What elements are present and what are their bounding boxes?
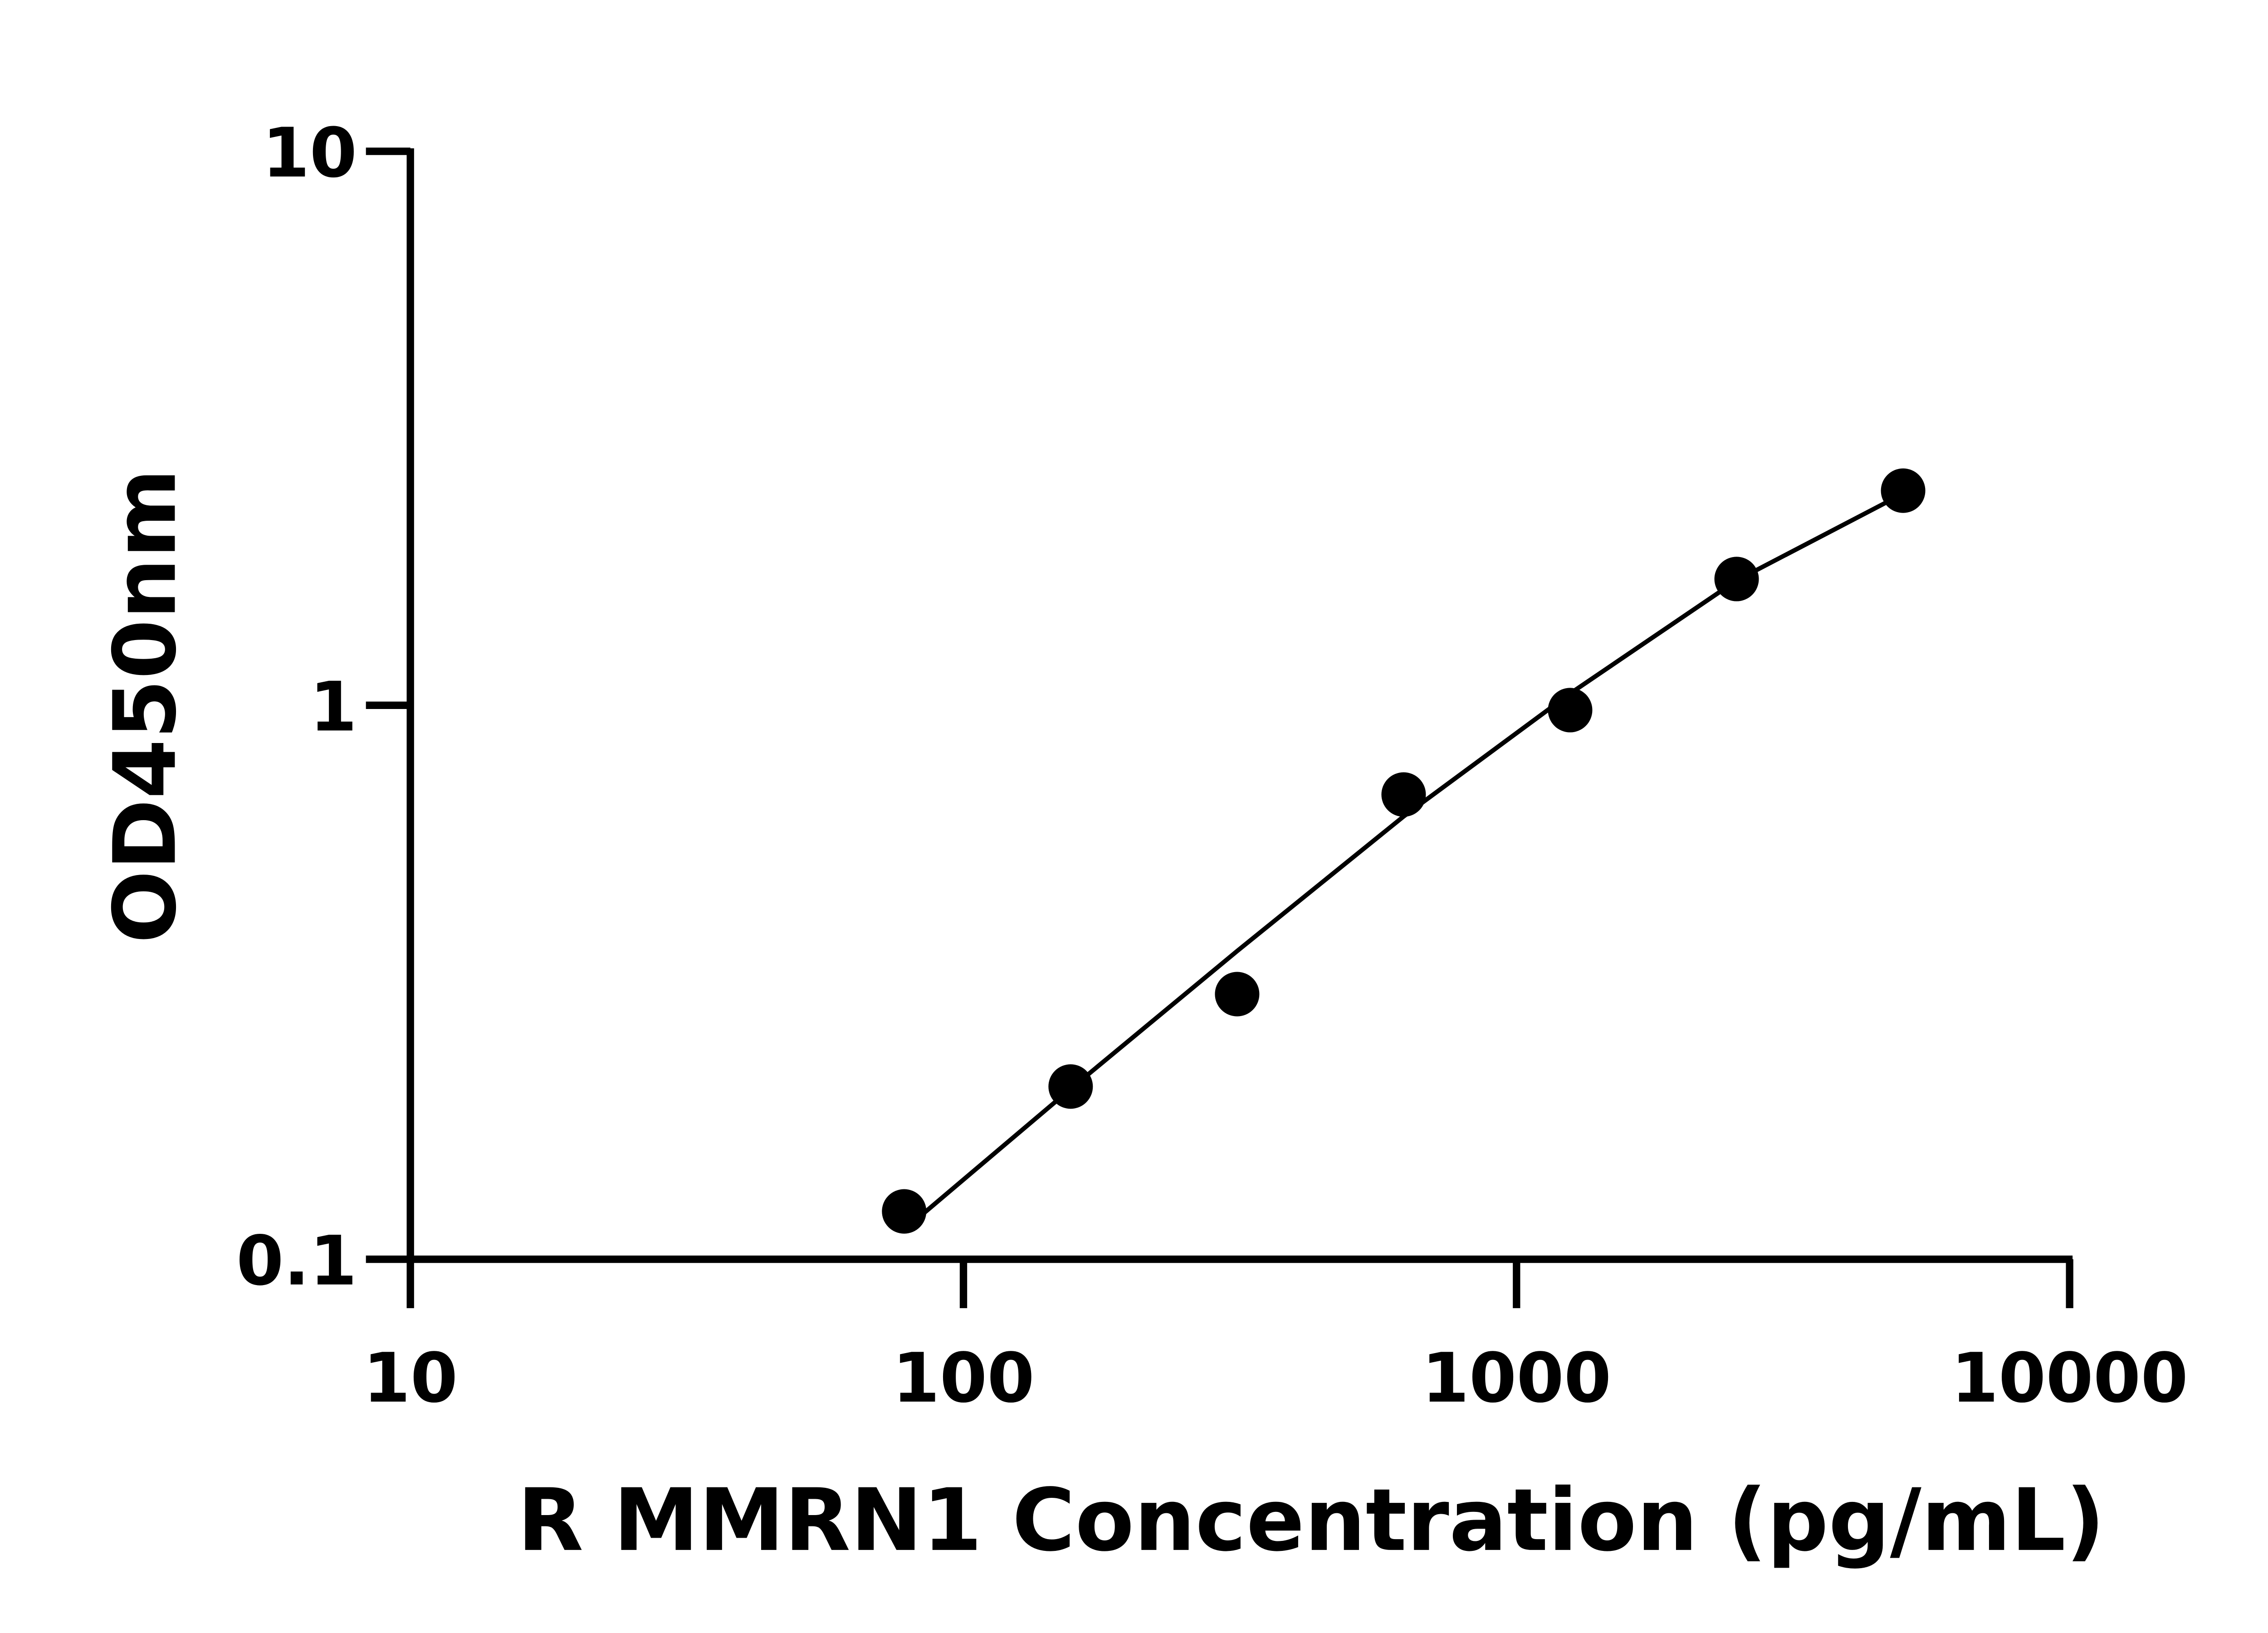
x-tick-label: 10000 <box>1951 1339 2188 1418</box>
y-axis-label: OD450nm <box>95 469 195 944</box>
y-tick-label: 1 <box>310 667 357 747</box>
fit-curve <box>903 491 1904 1232</box>
data-point <box>1215 972 1260 1017</box>
data-point <box>1881 468 1926 513</box>
x-tick-label: 1000 <box>1422 1339 1611 1418</box>
y-tick-label: 0.1 <box>236 1222 357 1301</box>
x-axis-label: R MMRN1 Concentration (pg/mL) <box>517 1470 2105 1570</box>
data-point <box>882 1189 927 1234</box>
y-tick-label: 10 <box>262 113 357 193</box>
x-tick-label: 100 <box>892 1339 1035 1418</box>
data-point <box>1048 1064 1093 1109</box>
data-point <box>1714 557 1759 601</box>
x-tick-label: 10 <box>363 1339 458 1418</box>
data-point <box>1548 688 1593 733</box>
data-point <box>1381 772 1426 817</box>
